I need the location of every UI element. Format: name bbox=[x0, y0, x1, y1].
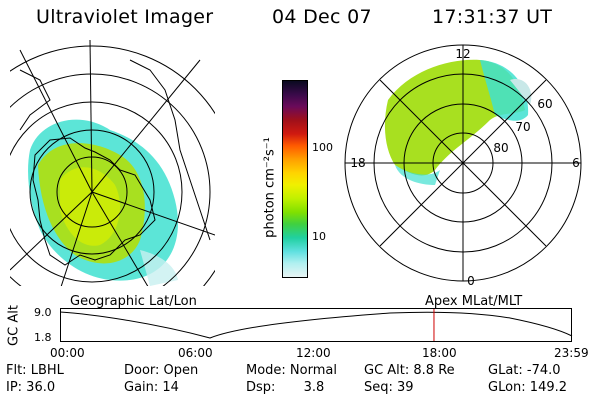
filter-info: Flt: LBHL IP: 36.0 bbox=[6, 362, 64, 396]
timeline-xtick-1: 06:00 bbox=[178, 346, 213, 360]
dsp-row: Dsp: 3.8 bbox=[246, 379, 337, 396]
left-aurora-image bbox=[28, 119, 178, 286]
antarctica-coastline bbox=[32, 137, 156, 266]
right-aurora-image bbox=[384, 59, 532, 185]
timeline-ytick-top: 9.0 bbox=[34, 306, 52, 319]
altitude-seq-info: GC Alt: 8.8 Re Seq: 39 bbox=[364, 362, 455, 396]
orbit-altitude-plot bbox=[60, 308, 573, 342]
mlt-label-0: 0 bbox=[467, 274, 475, 288]
gc-alt-label: GC Alt: 8.8 Re bbox=[364, 363, 455, 378]
date-label: 04 Dec 07 bbox=[272, 6, 372, 28]
colorbar bbox=[282, 80, 308, 278]
colorbar-tick-100: 100 bbox=[312, 141, 333, 154]
timeline-xtick-2: 12:00 bbox=[296, 346, 331, 360]
geo-position-info: GLat: -74.0 GLon: 149.2 bbox=[488, 362, 567, 396]
timeline-axis-label: GC Alt bbox=[6, 305, 22, 346]
filter-label: Flt: LBHL bbox=[6, 363, 64, 378]
seq-label: Seq: 39 bbox=[364, 380, 414, 395]
dsp-label: Dsp: bbox=[246, 380, 276, 395]
mlat-label-70: 70 bbox=[515, 120, 530, 134]
magnetic-polar-plot: 12 18 6 0 60 70 80 bbox=[344, 44, 582, 288]
mlt-label-6: 6 bbox=[572, 156, 580, 170]
timeline-xtick-3: 18:00 bbox=[422, 346, 457, 360]
gain-label: Gain: 14 bbox=[124, 380, 179, 395]
geographic-map bbox=[10, 40, 215, 286]
geographic-caption: Geographic Lat/Lon bbox=[70, 294, 197, 309]
ip-label: IP: 36.0 bbox=[6, 380, 56, 395]
left-lat-grid bbox=[10, 40, 215, 286]
dsp-value: 3.8 bbox=[303, 380, 325, 395]
mlt-label-18: 18 bbox=[350, 156, 365, 170]
mlt-label-12: 12 bbox=[455, 47, 470, 61]
right-mlat-grid bbox=[344, 44, 582, 282]
colorbar-tick-10: 10 bbox=[312, 230, 326, 243]
glat-label: GLat: -74.0 bbox=[488, 363, 561, 378]
timeline-xtick-4: 23:59 bbox=[554, 346, 589, 360]
magnetic-caption: Apex MLat/MLT bbox=[425, 294, 523, 309]
timeline-xtick-0: 00:00 bbox=[50, 346, 85, 360]
instrument-title: Ultraviolet Imager bbox=[36, 6, 214, 28]
door-label: Door: Open bbox=[124, 363, 199, 378]
mode-info: Mode: Normal Dsp: 3.8 bbox=[246, 362, 337, 396]
timeline-ytick-bottom: 1.8 bbox=[34, 331, 52, 344]
door-gain-info: Door: Open Gain: 14 bbox=[124, 362, 198, 396]
mode-label: Mode: Normal bbox=[246, 363, 337, 378]
glon-label: GLon: 149.2 bbox=[488, 380, 568, 395]
mlat-label-80: 80 bbox=[493, 141, 508, 155]
mlat-label-60: 60 bbox=[537, 97, 552, 111]
altitude-curve bbox=[60, 311, 573, 339]
time-label: 17:31:37 UT bbox=[432, 6, 553, 28]
colorbar-unit: photon cm⁻²s⁻¹ bbox=[262, 137, 278, 238]
